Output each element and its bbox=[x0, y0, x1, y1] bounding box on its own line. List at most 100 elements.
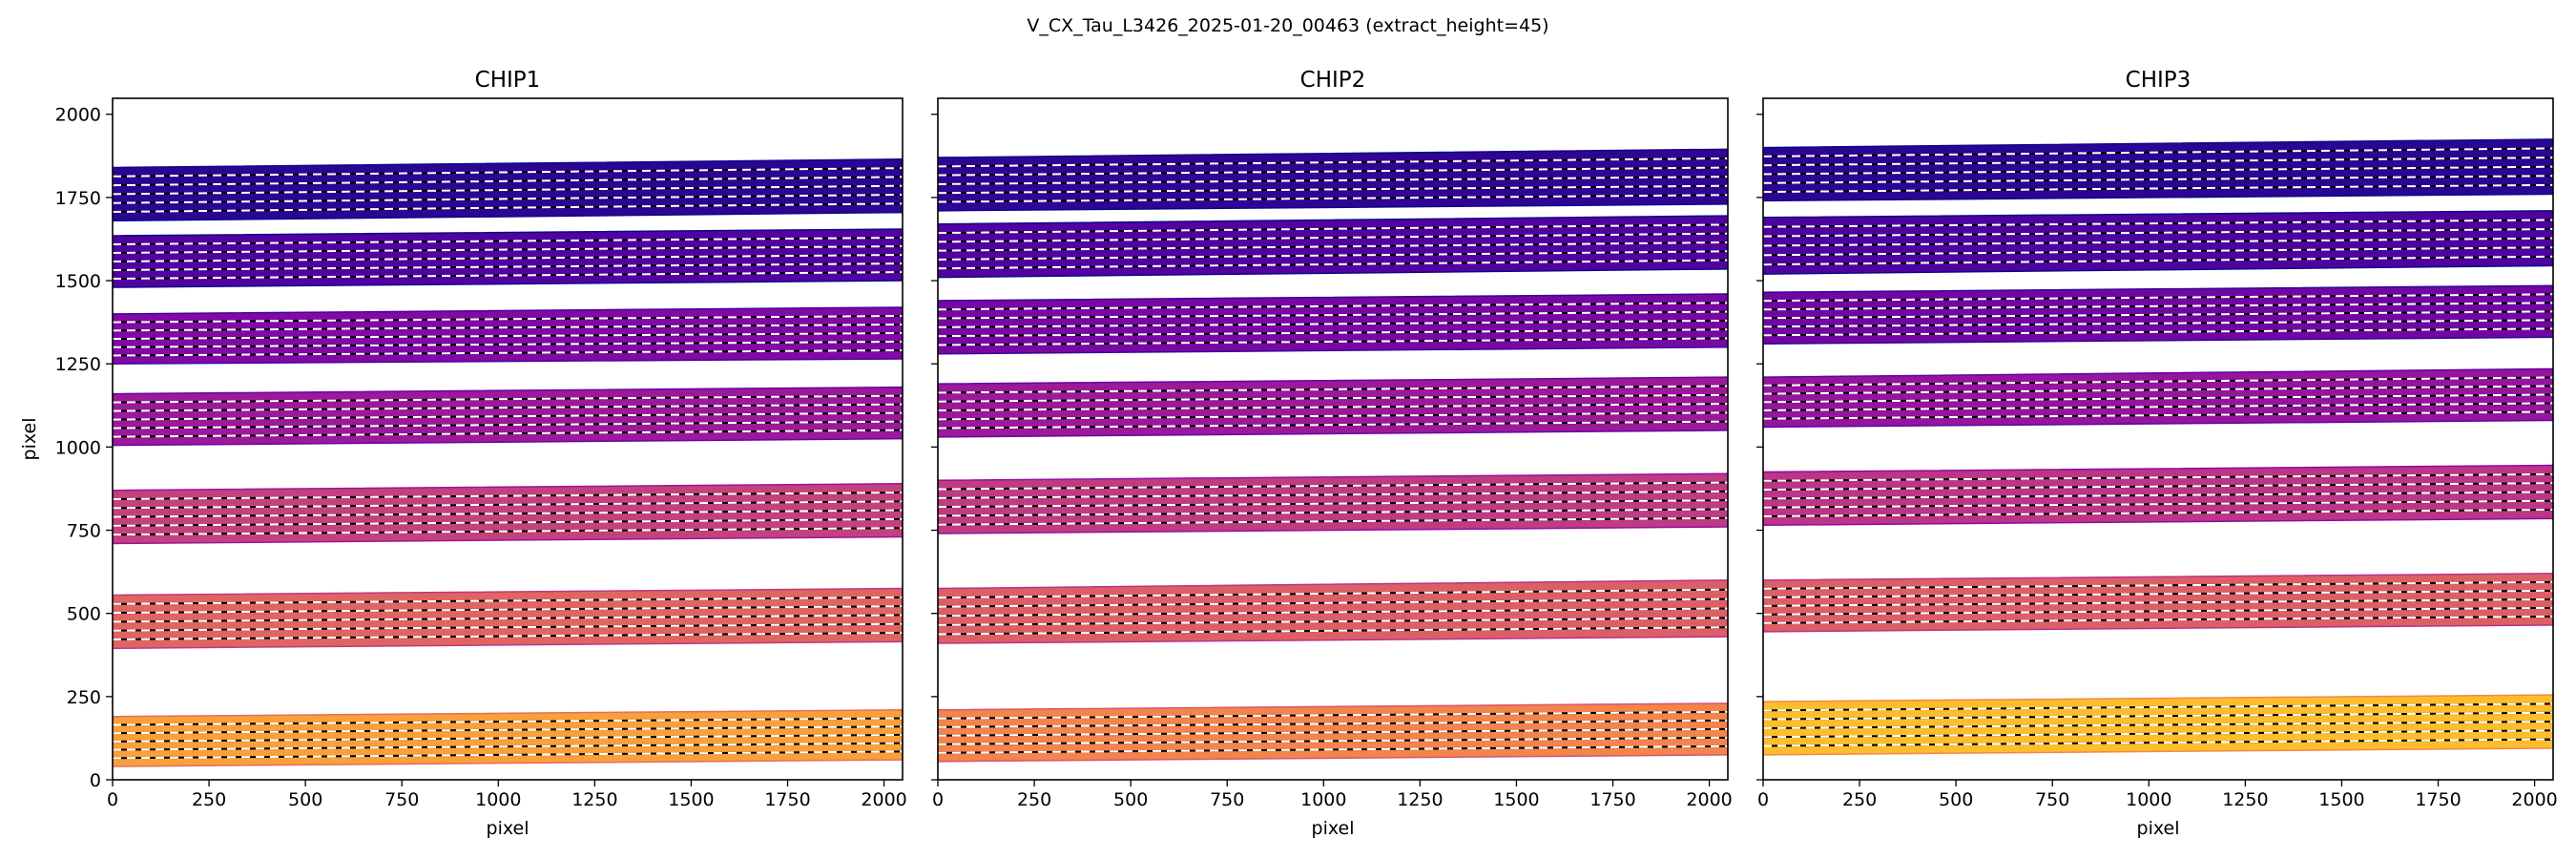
trace-line-dashed bbox=[113, 717, 903, 726]
trace-line-dashed bbox=[1763, 491, 2553, 500]
trace-line-dashed bbox=[938, 176, 1728, 185]
trace-line-dashed bbox=[938, 588, 1728, 599]
trace-line-dashed bbox=[113, 340, 903, 348]
y-tick-label: 0 bbox=[90, 770, 101, 791]
plot-area bbox=[113, 158, 903, 767]
trace-line-dashed bbox=[938, 337, 1728, 346]
spectral-order bbox=[938, 215, 1728, 279]
trace-line-dashed bbox=[1763, 183, 2553, 194]
trace-line-dashed bbox=[1763, 219, 2553, 228]
x-tick-label: 1500 bbox=[668, 789, 714, 810]
spectral-order bbox=[1763, 367, 2553, 429]
trace-line-dashed bbox=[938, 184, 1728, 195]
trace-line-dashed bbox=[938, 710, 1728, 720]
trace-line-dashed bbox=[938, 736, 1728, 745]
trace-line-dashed bbox=[113, 733, 903, 743]
trace-line-dashed bbox=[938, 241, 1728, 252]
spectral-order bbox=[938, 472, 1728, 534]
spectral-order bbox=[113, 158, 903, 222]
x-tick-label: 750 bbox=[1210, 789, 1244, 810]
x-tick-label: 0 bbox=[1757, 789, 1769, 810]
trace-line-dashed bbox=[938, 319, 1728, 328]
spectral-order bbox=[113, 482, 903, 545]
trace-line-dashed bbox=[938, 223, 1728, 235]
x-tick-label: 750 bbox=[2035, 789, 2069, 810]
trace-line-dashed bbox=[1763, 302, 2553, 311]
x-axis-label: pixel bbox=[2137, 818, 2180, 839]
axes-frame bbox=[937, 97, 1729, 781]
trace-line-dashed bbox=[1763, 606, 2553, 616]
spectral-order bbox=[938, 148, 1728, 212]
trace-line-dashed bbox=[938, 420, 1728, 430]
trace-line-dashed bbox=[1763, 147, 2553, 157]
trace-line-dashed bbox=[938, 744, 1728, 754]
trace-line-dashed bbox=[113, 237, 903, 245]
trace-line-dashed bbox=[113, 500, 903, 510]
trace-line-dashed bbox=[1763, 255, 2553, 266]
axes-frame bbox=[112, 97, 904, 781]
x-tick-label: 250 bbox=[192, 789, 226, 810]
y-tick-label: 1750 bbox=[55, 188, 101, 209]
trace-line-dashed bbox=[938, 508, 1728, 517]
x-axis-label: pixel bbox=[1312, 818, 1355, 839]
trace-line-dashed bbox=[938, 157, 1728, 168]
trace-line-dashed bbox=[1763, 615, 2553, 624]
chip-panel: CHIP2 0 250 500 750 1000 1250 1500 1750 2000 pixel bbox=[931, 68, 1733, 839]
trace-line-dashed bbox=[938, 385, 1728, 394]
y-axis-label: pixel bbox=[19, 418, 40, 461]
x-tick-label: 1500 bbox=[1493, 789, 1539, 810]
trace-line-dashed bbox=[1763, 402, 2553, 412]
x-tick-label: 2000 bbox=[2511, 789, 2557, 810]
trace-line-dashed bbox=[113, 596, 903, 605]
trace-line-dashed bbox=[113, 331, 903, 341]
trace-line-dashed bbox=[938, 166, 1728, 177]
trace-line-dashed bbox=[113, 420, 903, 430]
x-tick-label: 250 bbox=[1017, 789, 1051, 810]
y-tick-label: 1500 bbox=[55, 271, 101, 292]
trace-line-dashed bbox=[938, 516, 1728, 526]
trace-line-dashed bbox=[113, 632, 903, 640]
trace-line-dashed bbox=[938, 597, 1728, 608]
trace-line-dashed bbox=[1763, 729, 2553, 739]
trace-line-dashed bbox=[1763, 482, 2553, 492]
x-tick-label: 2000 bbox=[861, 789, 906, 810]
trace-line-dashed bbox=[113, 176, 903, 187]
x-tick-label: 1750 bbox=[764, 789, 810, 810]
trace-line-dashed bbox=[113, 245, 903, 254]
trace-line-dashed bbox=[938, 328, 1728, 338]
x-tick-label: 500 bbox=[1113, 789, 1148, 810]
x-tick-label: 1250 bbox=[1397, 789, 1443, 810]
x-tick-label: 1750 bbox=[1589, 789, 1635, 810]
chip-panel: CHIP3 0 250 500 750 1000 1250 1500 1750 2000 pixel bbox=[1756, 68, 2558, 839]
spectral-order bbox=[938, 293, 1728, 355]
trace-line-dashed bbox=[938, 411, 1728, 421]
trace-line-dashed bbox=[938, 727, 1728, 737]
x-tick-label: 250 bbox=[1842, 789, 1877, 810]
trace-line-dashed bbox=[1763, 237, 2553, 247]
trace-line-dashed bbox=[113, 184, 903, 196]
trace-line-dashed bbox=[113, 323, 903, 332]
trace-line-dashed bbox=[113, 254, 903, 263]
trace-line-dashed bbox=[938, 232, 1728, 243]
trace-line-dashed bbox=[1763, 499, 2553, 509]
trace-line-dashed bbox=[1763, 385, 2553, 395]
trace-line-dashed bbox=[113, 262, 903, 272]
spectral-order bbox=[1763, 138, 2553, 202]
figure-title: V_CX_Tau_L3426_2025-01-20_00463 (extract… bbox=[1027, 15, 1548, 36]
x-tick-label: 1250 bbox=[2222, 789, 2268, 810]
trace-line-dashed bbox=[1763, 702, 2553, 712]
trace-line-dashed bbox=[938, 481, 1728, 491]
spectral-order bbox=[938, 579, 1728, 644]
trace-line-dashed bbox=[1763, 393, 2553, 404]
trace-line-dashed bbox=[1763, 738, 2553, 747]
trace-line-dashed bbox=[113, 725, 903, 735]
panel-title: CHIP3 bbox=[2126, 68, 2192, 93]
x-tick-label: 0 bbox=[107, 789, 118, 810]
spectral-order bbox=[1763, 284, 2553, 346]
trace-line-dashed bbox=[113, 348, 903, 357]
x-tick-label: 1000 bbox=[2126, 789, 2171, 810]
trace-line-dashed bbox=[113, 314, 903, 324]
y-tick-label: 1250 bbox=[55, 354, 101, 375]
y-tick-label: 250 bbox=[67, 687, 101, 708]
